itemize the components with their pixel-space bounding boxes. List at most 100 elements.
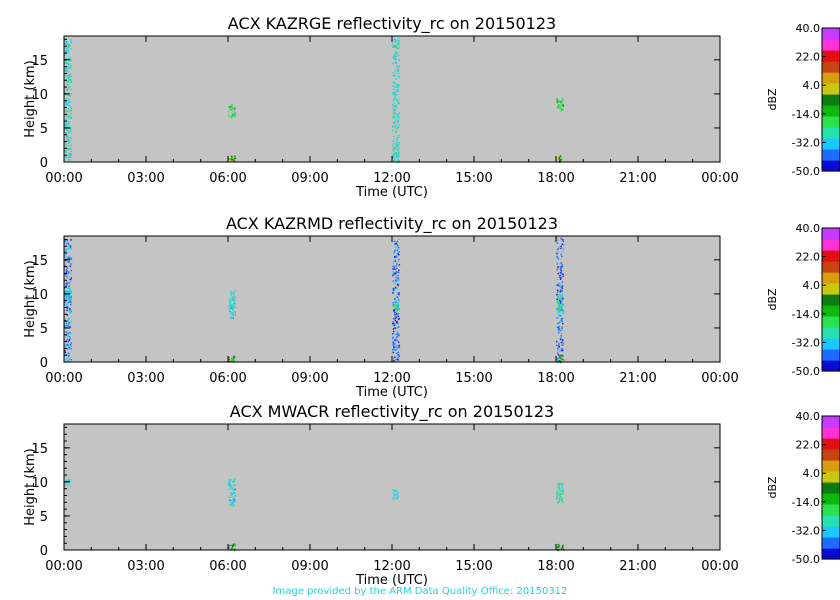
echo-pixel [394,121,396,124]
echo-pixel [230,116,232,119]
colorbar-segment [822,105,840,117]
echo-pixel [70,60,72,62]
echo-pixel [396,143,399,145]
echo-pixel [397,102,399,104]
echo-pixel [70,263,72,265]
echo-pixel [560,245,562,247]
echo-pixel [64,254,66,257]
echo-pixel [394,322,396,324]
echo-pixel [66,62,69,65]
echo-pixel [395,59,397,61]
echo-pixel [66,291,68,293]
echo-pixel [561,333,563,335]
echo-pixel [393,135,395,138]
echo-pixel [559,291,561,293]
echo-pixel [66,49,69,51]
echo-pixel [394,127,396,129]
echo-pixel [393,105,396,107]
echo-pixel [392,62,394,65]
echo-pixel [561,500,564,502]
echo-pixel [558,309,561,311]
echo-pixel [557,106,559,108]
echo-pixel [562,348,564,351]
colorbar-segment [822,39,840,51]
echo-pixel [228,356,230,359]
echo-pixel [66,298,69,300]
echo-pixel [231,157,234,159]
colorbar-segment [822,449,840,461]
echo-pixel [392,342,395,344]
echo-pixel [560,354,562,357]
echo-pixel [68,358,71,360]
echo-pixel [558,498,561,501]
echo-pixel [230,486,232,488]
echo-pixel [228,485,230,487]
echo-pixel [393,324,396,326]
echo-pixel [396,304,398,306]
echo-pixel [395,137,398,139]
echo-pixel [557,327,559,329]
echo-pixel [395,47,397,49]
echo-pixel [392,144,394,146]
x-tick-label: 15:00 [455,371,492,386]
echo-pixel [233,504,235,506]
echo-pixel [396,240,399,243]
echo-pixel [394,90,397,92]
echo-pixel [67,154,70,156]
echo-pixel [559,315,561,317]
echo-pixel [68,94,70,96]
echo-pixel [392,274,394,277]
echo-pixel [65,132,67,134]
echo-pixel [64,131,66,133]
echo-pixel [396,331,399,333]
echo-pixel [558,545,560,547]
echo-pixel [393,143,395,145]
echo-pixel [561,344,563,346]
x-tick-label: 21:00 [619,171,656,186]
colorbar-label: dBZ [766,88,779,111]
echo-pixel [396,352,398,354]
echo-pixel [393,117,395,120]
echo-pixel [228,115,230,117]
echo-pixel [68,336,71,338]
echo-pixel [395,497,398,499]
y-tick-label: 5 [40,510,48,525]
echo-pixel [397,103,399,105]
echo-pixel [560,319,562,321]
echo-pixel [395,69,398,71]
echo-pixel [556,493,559,495]
echo-pixel [394,343,396,345]
echo-pixel [234,296,236,299]
echo-pixel [556,294,558,296]
x-tick-label: 09:00 [291,371,328,386]
echo-pixel [70,112,72,114]
echo-pixel [64,295,67,297]
echo-pixel [561,349,564,352]
echo-pixel [231,113,233,116]
echo-pixel [393,323,395,325]
echo-pixel [557,483,559,485]
echo-pixel [395,279,397,282]
chart-title: ACX KAZRMD reflectivity_rc on 20150123 [226,214,558,234]
x-tick-label: 06:00 [209,371,246,386]
echo-pixel [559,101,562,103]
colorbar-tick-label: -14.0 [792,496,820,509]
echo-pixel [67,142,69,145]
echo-pixel [562,355,564,357]
echo-pixel [68,45,70,48]
echo-pixel [396,288,398,290]
echo-pixel [397,314,399,317]
echo-pixel [69,331,71,334]
echo-pixel [70,41,72,44]
colorbar-segment [822,72,840,84]
echo-pixel [70,64,72,67]
echo-pixel [67,301,70,304]
echo-pixel [560,105,562,107]
echo-pixel [69,484,71,486]
colorbar-segment [822,338,840,350]
echo-pixel [229,305,232,307]
echo-pixel [393,109,395,112]
echo-pixel [395,72,397,75]
echo-pixel [66,68,68,71]
echo-pixel [66,479,68,481]
